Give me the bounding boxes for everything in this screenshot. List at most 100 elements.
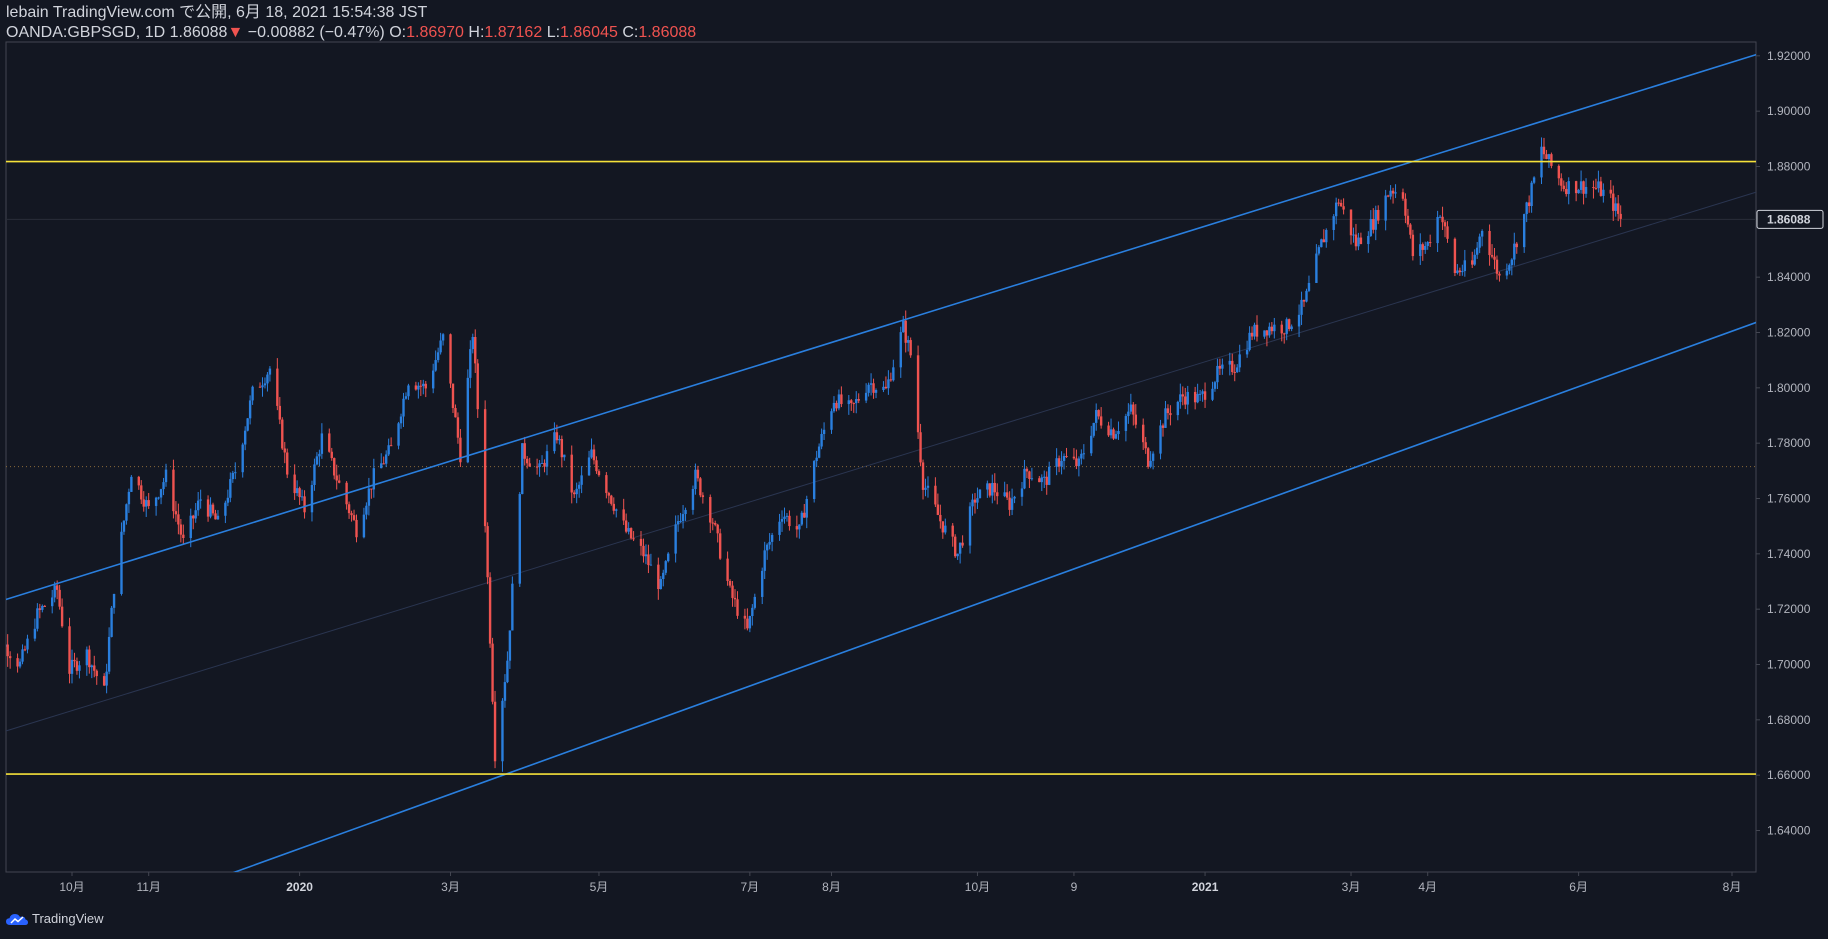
candle	[261, 377, 264, 397]
candle	[21, 644, 24, 665]
candle	[1124, 413, 1128, 442]
candle	[1401, 188, 1405, 201]
candle	[2, 637, 4, 648]
symbol-label[interactable]: OANDA:GBPSGD, 1D	[6, 24, 166, 41]
candle	[1055, 448, 1058, 476]
candle	[615, 508, 618, 518]
candle	[1562, 180, 1565, 192]
high-value: 1.87162	[484, 24, 543, 41]
candle	[864, 383, 868, 404]
candle	[1307, 275, 1311, 293]
candle	[1075, 449, 1078, 470]
candle	[1443, 219, 1447, 238]
candle	[580, 466, 583, 494]
candle	[105, 663, 108, 694]
time-axis[interactable]: 10月 11月 2020 3月 5月 7月 8月 10月 9 2021 3月 4月 6月 8月	[59, 872, 1741, 894]
price-axis[interactable]: 1.64000 1.66000 1.68000 1.70000 1.72000 1.740…	[1756, 49, 1824, 838]
candle	[1602, 183, 1605, 203]
candle	[662, 569, 665, 587]
candle	[112, 593, 116, 614]
y-tick-label: 1.90000	[1767, 104, 1811, 118]
candle	[1008, 491, 1011, 516]
candle	[1342, 198, 1345, 215]
candle	[1151, 451, 1155, 470]
ohlc-legend: OANDA:GBPSGD, 1D 1.86088▼ −0.00882 (−0.4…	[6, 24, 696, 42]
candle	[1619, 205, 1622, 227]
candle	[404, 392, 408, 400]
candle	[1062, 453, 1066, 470]
x-tick-label: 4月	[1418, 880, 1437, 894]
candle	[882, 381, 885, 393]
candle	[1117, 421, 1120, 440]
dotted-level-layer	[6, 218, 1756, 468]
candle	[647, 544, 650, 574]
candle	[892, 359, 895, 382]
candle	[1176, 400, 1180, 421]
candle	[436, 347, 440, 363]
candle	[676, 515, 680, 532]
candle	[761, 567, 764, 605]
candle	[709, 494, 712, 534]
candle	[1574, 180, 1578, 202]
candle	[916, 345, 920, 439]
candles-layer	[2, 137, 1622, 772]
candle	[154, 496, 158, 516]
candle	[1510, 258, 1514, 276]
candle	[278, 397, 282, 425]
candle	[518, 492, 521, 587]
candle	[439, 332, 442, 355]
candle	[573, 490, 576, 498]
candle	[451, 383, 455, 414]
candle	[1339, 199, 1343, 207]
channel-lower-line[interactable]	[0, 321, 1757, 939]
candle	[503, 674, 507, 708]
candle	[847, 394, 851, 415]
candle	[1003, 481, 1006, 498]
candle	[887, 370, 890, 395]
y-tick-label: 1.76000	[1767, 492, 1811, 506]
candle	[60, 598, 64, 628]
candle	[8, 651, 12, 669]
x-tick-label: 7月	[741, 880, 760, 894]
candle	[1359, 232, 1363, 245]
candle	[612, 497, 615, 515]
high-label: H:	[468, 24, 485, 41]
candle	[78, 660, 81, 679]
candle	[1577, 188, 1580, 194]
candle	[840, 386, 843, 408]
candle	[1127, 403, 1130, 424]
channel-upper-line[interactable]	[0, 53, 1757, 605]
candle	[1043, 470, 1046, 489]
candle	[991, 474, 994, 504]
candle	[1582, 180, 1585, 205]
candle	[1391, 187, 1395, 204]
chart-pane[interactable]	[5, 41, 1757, 873]
y-tick-label: 1.92000	[1767, 49, 1811, 63]
candle	[333, 457, 336, 480]
candle	[315, 452, 319, 466]
candle	[1424, 241, 1427, 254]
candle	[179, 518, 183, 543]
candle	[466, 369, 470, 464]
tradingview-footer[interactable]: TradingView	[6, 911, 104, 926]
candle	[283, 441, 286, 464]
candle	[483, 400, 487, 533]
candle	[441, 333, 445, 346]
candle	[607, 491, 611, 504]
candle	[1614, 197, 1617, 217]
candle	[110, 605, 113, 638]
candle	[474, 329, 477, 373]
y-tick-label: 1.66000	[1767, 768, 1811, 782]
candle	[696, 465, 700, 482]
candle	[624, 513, 628, 534]
candle	[1221, 358, 1224, 375]
candle	[140, 480, 143, 505]
open-value: 1.86970	[406, 24, 464, 41]
candle	[1354, 223, 1358, 251]
candle	[1594, 178, 1598, 190]
candle	[795, 515, 799, 538]
last-price: 1.86088	[169, 24, 228, 41]
candle	[1196, 383, 1199, 404]
candle	[226, 489, 230, 507]
